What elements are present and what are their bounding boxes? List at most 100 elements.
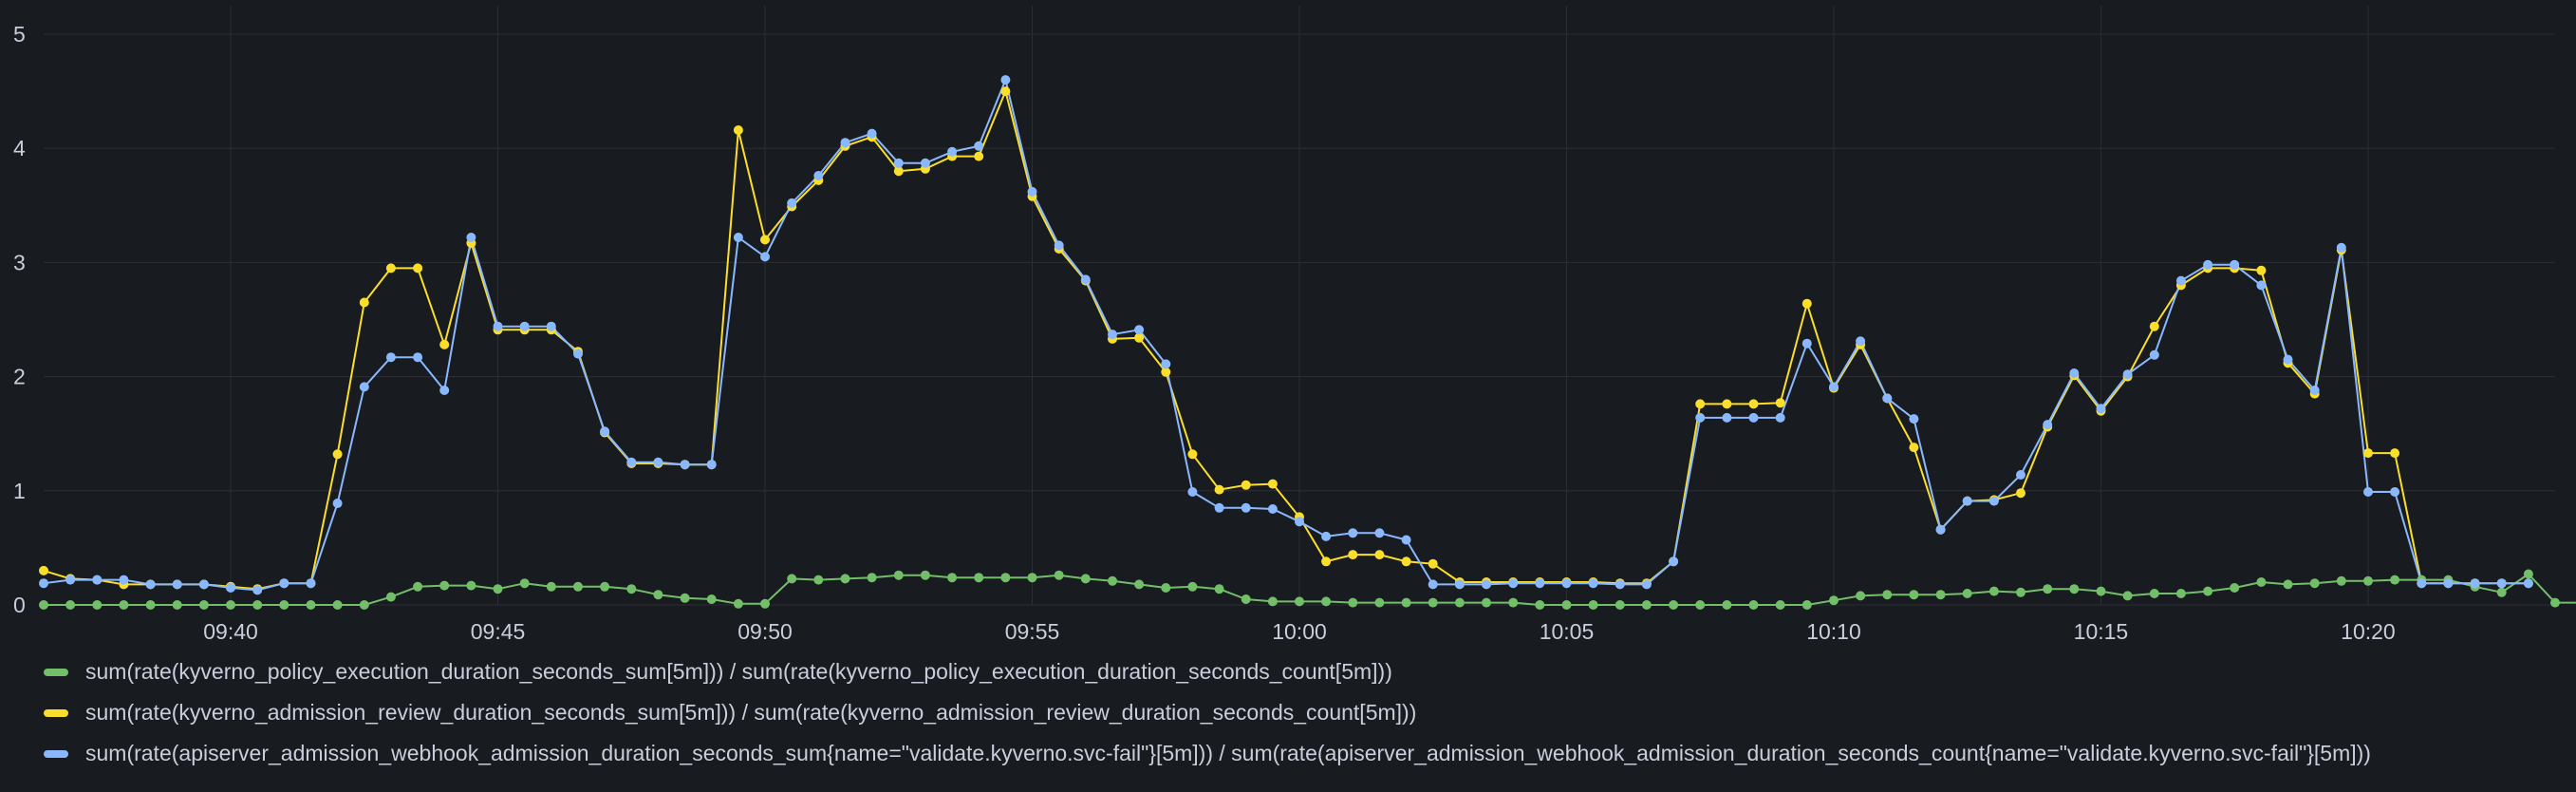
legend-item-policy-execution[interactable]: sum(rate(kyverno_policy_execution_durati…	[44, 651, 2371, 692]
data-point[interactable]	[2363, 575, 2373, 586]
data-point[interactable]	[2550, 597, 2560, 608]
data-point[interactable]	[1561, 600, 1572, 610]
data-point[interactable]	[1988, 496, 1999, 506]
data-point[interactable]	[493, 321, 503, 331]
data-point[interactable]	[2309, 386, 2320, 395]
data-point[interactable]	[65, 600, 76, 610]
data-point[interactable]	[2016, 488, 2025, 499]
data-point[interactable]	[413, 581, 423, 592]
data-point[interactable]	[680, 593, 690, 603]
data-point[interactable]	[1882, 590, 1893, 600]
data-point[interactable]	[2390, 575, 2400, 585]
data-point[interactable]	[760, 235, 770, 245]
data-point[interactable]	[385, 352, 396, 363]
data-point[interactable]	[1187, 487, 1198, 497]
data-point[interactable]	[546, 581, 556, 592]
data-point[interactable]	[226, 583, 235, 593]
data-point[interactable]	[1054, 240, 1064, 251]
data-point[interactable]	[519, 321, 530, 331]
data-point[interactable]	[1775, 398, 1785, 408]
data-point[interactable]	[1909, 443, 1919, 453]
data-point[interactable]	[2336, 575, 2346, 586]
data-point[interactable]	[1588, 600, 1598, 610]
data-point[interactable]	[1401, 597, 1411, 608]
data-point[interactable]	[893, 166, 904, 177]
data-point[interactable]	[1080, 274, 1091, 285]
data-point[interactable]	[1000, 86, 1011, 97]
data-point[interactable]	[2443, 578, 2454, 589]
data-point[interactable]	[359, 297, 369, 308]
data-point[interactable]	[1214, 484, 1224, 495]
data-point[interactable]	[1108, 575, 1117, 586]
data-point[interactable]	[787, 574, 797, 584]
data-point[interactable]	[2496, 578, 2507, 589]
data-point[interactable]	[1027, 186, 1037, 197]
data-point[interactable]	[519, 578, 530, 589]
data-point[interactable]	[279, 578, 289, 589]
data-point[interactable]	[1482, 579, 1491, 590]
data-point[interactable]	[1508, 597, 1519, 608]
data-point[interactable]	[1267, 504, 1278, 514]
data-point[interactable]	[439, 339, 450, 349]
data-point[interactable]	[546, 321, 556, 331]
data-point[interactable]	[439, 580, 450, 591]
data-point[interactable]	[2496, 587, 2507, 597]
data-point[interactable]	[1615, 579, 1625, 590]
data-point[interactable]	[893, 158, 904, 168]
data-point[interactable]	[867, 128, 877, 139]
data-point[interactable]	[119, 575, 129, 585]
data-point[interactable]	[867, 573, 877, 583]
data-point[interactable]	[2043, 584, 2053, 594]
data-point[interactable]	[974, 141, 984, 151]
data-point[interactable]	[1641, 600, 1652, 610]
data-point[interactable]	[1374, 550, 1385, 560]
data-point[interactable]	[1988, 586, 1999, 596]
data-point[interactable]	[1000, 75, 1011, 85]
data-point[interactable]	[198, 600, 209, 610]
data-point[interactable]	[1856, 336, 1866, 347]
data-point[interactable]	[626, 584, 637, 594]
data-point[interactable]	[2256, 265, 2267, 275]
data-point[interactable]	[840, 574, 850, 584]
data-point[interactable]	[279, 600, 289, 610]
data-point[interactable]	[1775, 412, 1785, 423]
data-point[interactable]	[466, 233, 476, 242]
data-point[interactable]	[2122, 591, 2133, 601]
data-point[interactable]	[1775, 600, 1785, 610]
data-point[interactable]	[1134, 332, 1145, 343]
data-point[interactable]	[1962, 496, 1972, 506]
data-point[interactable]	[1935, 590, 1946, 600]
data-point[interactable]	[2149, 349, 2159, 360]
data-point[interactable]	[1321, 556, 1332, 567]
data-point[interactable]	[733, 233, 743, 242]
data-point[interactable]	[1588, 578, 1598, 589]
data-point[interactable]	[1722, 412, 1732, 423]
data-point[interactable]	[2230, 259, 2240, 270]
data-point[interactable]	[1348, 528, 1358, 538]
data-point[interactable]	[2175, 589, 2186, 598]
data-point[interactable]	[2283, 579, 2293, 590]
data-point[interactable]	[733, 598, 743, 609]
data-point[interactable]	[2417, 578, 2427, 589]
data-point[interactable]	[413, 352, 423, 363]
data-point[interactable]	[2175, 275, 2186, 286]
data-point[interactable]	[706, 460, 717, 470]
data-point[interactable]	[974, 151, 984, 161]
data-point[interactable]	[2309, 578, 2320, 589]
data-point[interactable]	[1482, 597, 1491, 608]
data-point[interactable]	[1561, 578, 1572, 589]
data-point[interactable]	[226, 600, 235, 610]
data-point[interactable]	[2043, 420, 2053, 430]
data-point[interactable]	[626, 457, 637, 467]
data-point[interactable]	[1161, 367, 1171, 377]
data-point[interactable]	[2096, 586, 2106, 596]
data-point[interactable]	[145, 579, 156, 590]
data-point[interactable]	[1801, 298, 1812, 309]
data-point[interactable]	[252, 600, 263, 610]
data-point[interactable]	[653, 590, 663, 600]
data-point[interactable]	[1027, 573, 1037, 583]
data-point[interactable]	[1748, 412, 1759, 423]
data-point[interactable]	[1695, 399, 1706, 409]
data-point[interactable]	[385, 263, 396, 273]
data-point[interactable]	[2016, 587, 2025, 597]
